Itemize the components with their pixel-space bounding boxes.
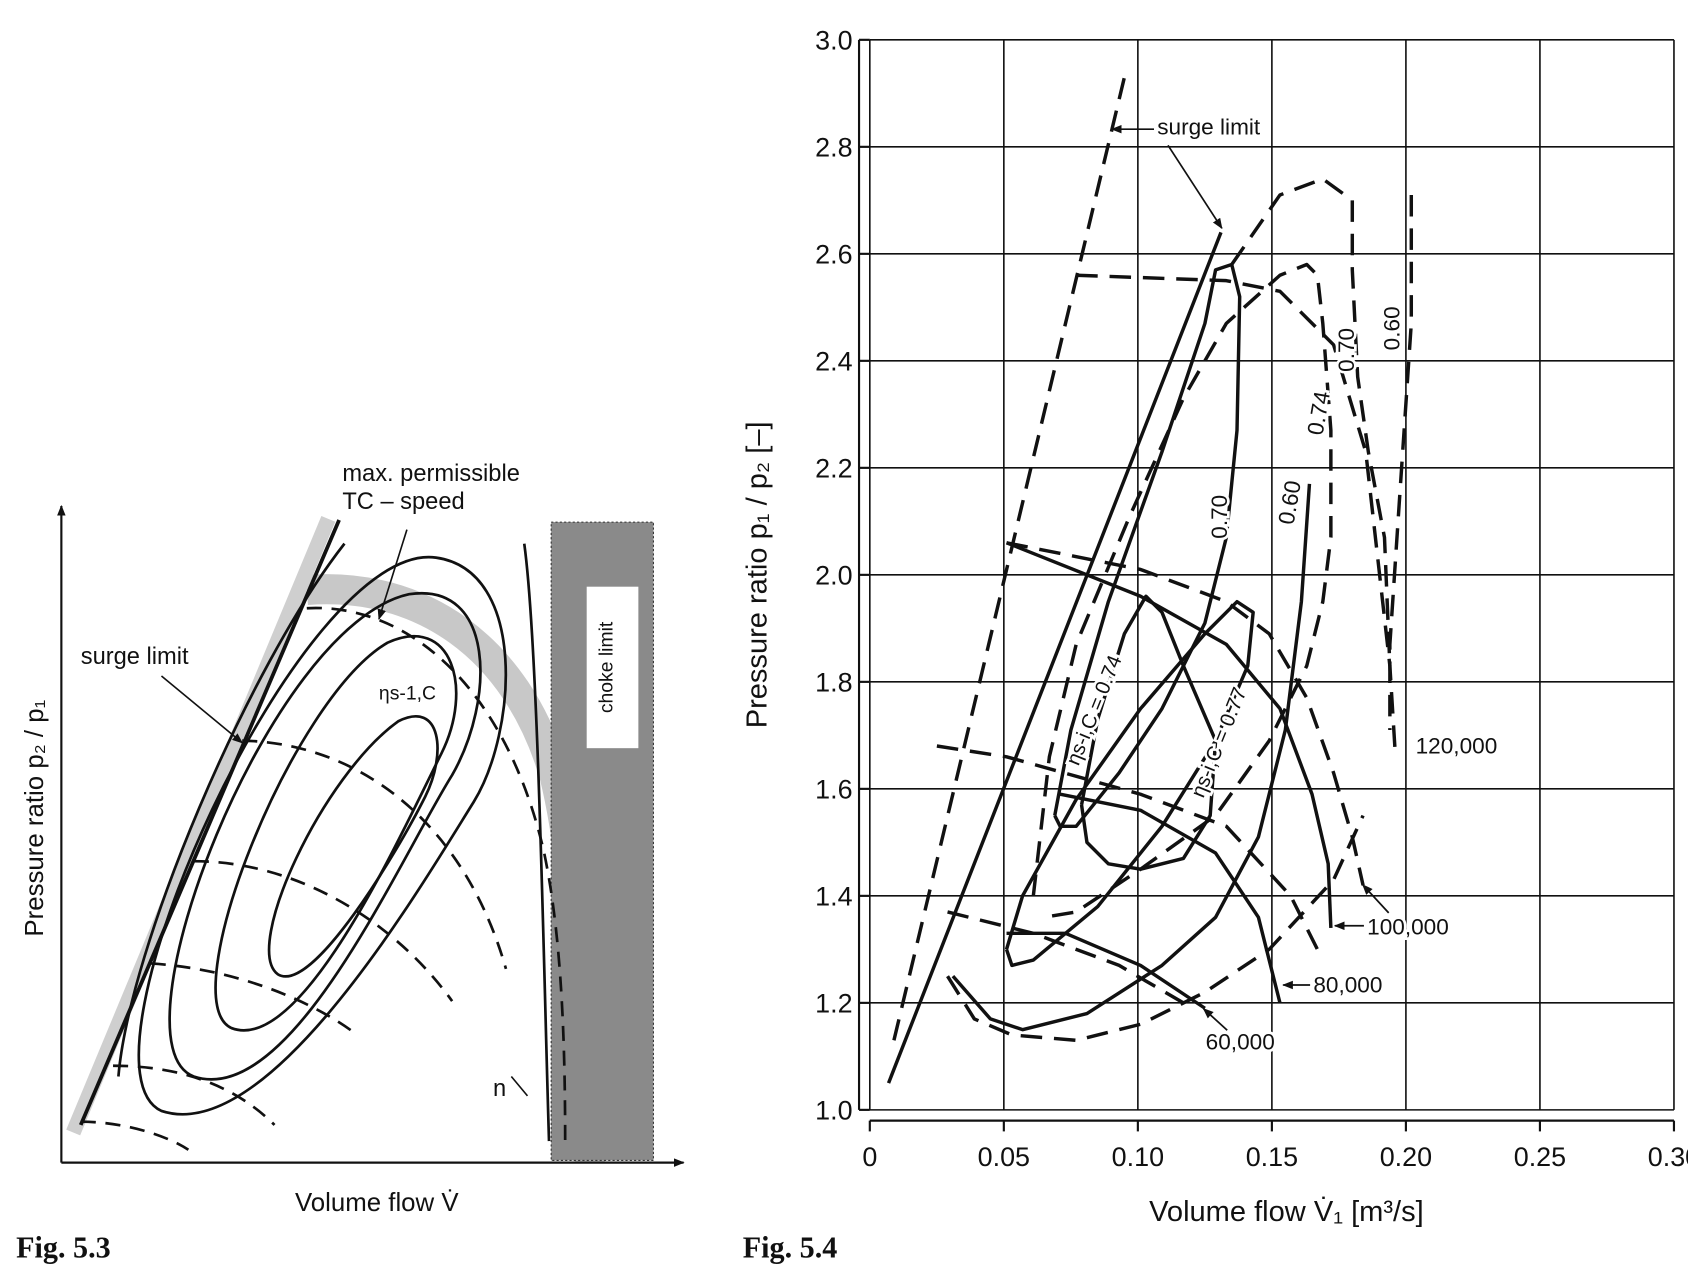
annotation: surge limit [81, 644, 189, 670]
caption: Fig. 5.4 [743, 1230, 838, 1264]
annotation: ηs-i,C = 0.74 [1062, 652, 1127, 769]
annotation: ηs-1,C [379, 683, 436, 705]
y-axis-label: Pressure ratio p₂ / p₁ [21, 699, 49, 936]
annotation-arrow [1167, 144, 1223, 230]
y-tick-label: 2.6 [815, 240, 852, 270]
x-tick-label: 0.15 [1246, 1142, 1298, 1172]
curve [1053, 262, 1242, 829]
curve [1059, 792, 1282, 1004]
annotation: TC – speed [342, 489, 464, 515]
curve [1006, 931, 1206, 1010]
annotation: 100,000 [1367, 914, 1449, 939]
x-tick-label: 0.10 [1112, 1142, 1164, 1172]
annotation-arrow [1362, 884, 1390, 914]
schematic: max. permissible TC – speed surge limit … [16, 461, 685, 1264]
x-tick-label: 0.05 [978, 1142, 1030, 1172]
annotation: 0.60 [1379, 306, 1404, 350]
speed-line [113, 1064, 276, 1126]
curve [1388, 194, 1414, 730]
curve [1031, 262, 1333, 919]
y-tick-label: 1.4 [815, 882, 852, 912]
curve [886, 231, 1223, 1084]
x-axis-label: Volume flow V̇ [295, 1188, 459, 1217]
speed-line [242, 739, 508, 970]
y-tick-label: 2.8 [815, 133, 852, 163]
y-tick-label: 2.2 [815, 454, 852, 484]
annotation: 80,000 [1313, 973, 1382, 998]
y-axis-label: Pressure ratio p₁ / p₂ [–] [741, 421, 773, 728]
surge-band [66, 515, 336, 1136]
x-axis-label: Volume flow V̇₁ [m³/s] [1149, 1195, 1424, 1227]
speed-curve [117, 542, 346, 1077]
curve [1005, 541, 1333, 929]
speed-line [80, 1120, 190, 1151]
x-tick-label: 0.20 [1380, 1142, 1432, 1172]
y-tick-label: 1.6 [815, 775, 852, 805]
annotation: surge limit [1157, 115, 1261, 140]
curve [947, 910, 1185, 1005]
y-tick-label: 2.0 [815, 561, 852, 591]
efficiency-loop [214, 634, 458, 1032]
curve [1004, 599, 1255, 968]
annotation: n [493, 1076, 506, 1102]
x-tick-label: 0 [862, 1142, 877, 1172]
speed-curve [522, 543, 551, 1142]
leader [510, 1075, 529, 1097]
arrow [377, 529, 408, 621]
y-tick-label: 1.2 [815, 989, 852, 1019]
caption: Fig. 5.3 [16, 1230, 111, 1264]
curve [951, 483, 1312, 1032]
efficiency-loop [168, 591, 482, 1081]
efficiency-loop [137, 556, 508, 1116]
x-tick-label: 0.25 [1514, 1142, 1566, 1172]
surge-line [79, 519, 341, 1126]
annotation: 120,000 [1416, 734, 1498, 759]
speed-line [193, 859, 454, 1002]
curve [1006, 541, 1365, 886]
y-tick-label: 1.8 [815, 668, 852, 698]
speed-line [306, 606, 567, 1142]
annotation: 0.60 [1274, 479, 1306, 527]
x-tick-label: 0.30 [1648, 1142, 1688, 1172]
curve [936, 744, 1319, 951]
annotation: choke limit [596, 621, 618, 713]
annotation: max. permissible [342, 461, 520, 487]
annotation-arrow [1202, 1007, 1228, 1031]
efficiency-loop [267, 715, 439, 978]
speed-line [150, 962, 357, 1035]
y-tick-label: 3.0 [815, 26, 852, 56]
arrow [160, 675, 244, 744]
annotation: 0.70 [1334, 328, 1359, 372]
canvas: max. permissible TC – speed surge limit … [16, 26, 1688, 1265]
annotation: 60,000 [1206, 1030, 1275, 1055]
chart: 1.0 1.2 1.4 1.6 1.8 2.0 2.2 2.4 2.6 2.8 3.0 0 0.05 0.… [741, 26, 1688, 1265]
y-tick-label: 1.0 [815, 1096, 852, 1126]
y-tick-label: 2.4 [815, 347, 852, 377]
choke-label-box [586, 586, 639, 749]
annotation: ηs-i,C = 0.77 [1187, 684, 1252, 801]
annotation: 0.70 [1207, 495, 1232, 539]
curve [946, 814, 1365, 1043]
curve [1230, 177, 1392, 666]
